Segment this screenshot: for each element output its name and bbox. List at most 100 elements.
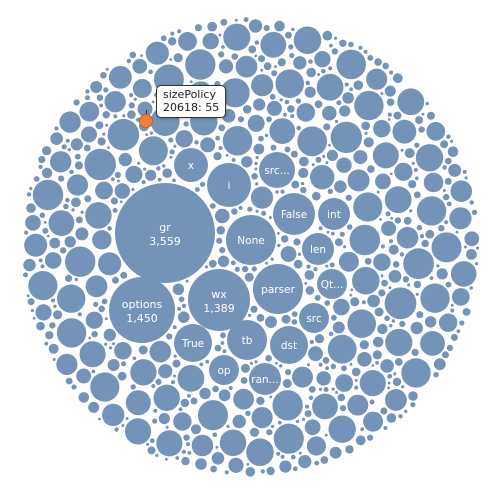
bubble[interactable] bbox=[374, 307, 384, 317]
bubble[interactable] bbox=[173, 354, 177, 358]
bubble[interactable] bbox=[459, 320, 465, 326]
bubble[interactable] bbox=[245, 467, 256, 477]
bubble[interactable] bbox=[218, 51, 225, 58]
bubble[interactable] bbox=[305, 404, 310, 409]
bubble[interactable] bbox=[450, 180, 473, 202]
bubble[interactable] bbox=[74, 153, 81, 160]
bubble[interactable] bbox=[409, 209, 413, 213]
bubble-x[interactable] bbox=[174, 148, 208, 182]
bubble[interactable] bbox=[75, 227, 89, 241]
bubble[interactable] bbox=[258, 135, 264, 142]
bubble[interactable] bbox=[152, 418, 158, 424]
bubble[interactable] bbox=[291, 311, 298, 317]
bubble[interactable] bbox=[410, 402, 416, 408]
bubble[interactable] bbox=[33, 176, 40, 182]
bubble[interactable] bbox=[283, 112, 287, 117]
bubble[interactable] bbox=[327, 188, 333, 194]
bubble[interactable] bbox=[146, 442, 150, 446]
bubble[interactable] bbox=[264, 133, 269, 138]
bubble[interactable] bbox=[245, 410, 251, 416]
bubble[interactable] bbox=[385, 211, 391, 217]
bubble[interactable] bbox=[177, 306, 182, 311]
bubble[interactable] bbox=[407, 283, 411, 287]
bubble[interactable] bbox=[276, 451, 281, 456]
bubble[interactable] bbox=[338, 251, 359, 272]
bubble[interactable] bbox=[43, 221, 47, 224]
bubble[interactable] bbox=[393, 111, 402, 120]
bubble[interactable] bbox=[246, 462, 250, 466]
bubble[interactable] bbox=[67, 148, 72, 152]
bubble[interactable] bbox=[177, 311, 190, 324]
bubble[interactable] bbox=[292, 466, 298, 472]
bubble[interactable] bbox=[130, 359, 157, 386]
bubble[interactable] bbox=[224, 470, 229, 475]
bubble[interactable] bbox=[293, 238, 301, 246]
bubble[interactable] bbox=[225, 153, 229, 157]
bubble[interactable] bbox=[311, 163, 315, 167]
bubble[interactable] bbox=[50, 151, 72, 173]
bubble[interactable] bbox=[125, 390, 151, 416]
bubble[interactable] bbox=[346, 224, 353, 230]
bubble[interactable] bbox=[204, 265, 209, 269]
bubble[interactable] bbox=[300, 186, 307, 194]
bubble[interactable] bbox=[277, 231, 280, 235]
bubble[interactable] bbox=[449, 207, 472, 230]
bubble[interactable] bbox=[329, 262, 335, 268]
bubble[interactable] bbox=[254, 360, 258, 364]
bubble[interactable] bbox=[150, 438, 155, 444]
bubble[interactable] bbox=[40, 264, 45, 269]
bubble[interactable] bbox=[114, 427, 119, 432]
bubble[interactable] bbox=[48, 343, 59, 354]
bubble-len[interactable] bbox=[302, 233, 334, 265]
bubble[interactable] bbox=[446, 201, 452, 207]
bubble[interactable] bbox=[140, 54, 144, 57]
bubble[interactable] bbox=[349, 293, 353, 297]
bubble[interactable] bbox=[325, 264, 329, 268]
bubble[interactable] bbox=[59, 247, 67, 254]
bubble[interactable] bbox=[156, 430, 183, 457]
bubble[interactable] bbox=[125, 165, 143, 183]
bubble[interactable] bbox=[322, 105, 337, 121]
bubble[interactable] bbox=[217, 255, 230, 267]
bubble[interactable] bbox=[147, 446, 156, 455]
bubble[interactable] bbox=[221, 45, 225, 49]
bubble[interactable] bbox=[26, 294, 30, 298]
bubble[interactable] bbox=[348, 41, 354, 48]
bubble[interactable] bbox=[32, 316, 36, 320]
bubble[interactable] bbox=[26, 203, 36, 213]
bubble[interactable] bbox=[431, 232, 462, 263]
bubble[interactable] bbox=[151, 384, 156, 388]
bubble[interactable] bbox=[331, 48, 338, 55]
bubble[interactable] bbox=[177, 29, 182, 34]
bubble[interactable] bbox=[331, 314, 337, 321]
bubble[interactable] bbox=[380, 274, 384, 278]
bubble[interactable] bbox=[301, 417, 306, 421]
bubble[interactable] bbox=[275, 190, 279, 194]
bubble[interactable] bbox=[74, 161, 83, 170]
bubble[interactable] bbox=[367, 55, 374, 61]
bubble[interactable] bbox=[220, 341, 225, 345]
bubble[interactable] bbox=[247, 206, 253, 212]
bubble[interactable] bbox=[271, 70, 278, 77]
bubble[interactable] bbox=[404, 148, 415, 159]
bubble[interactable] bbox=[158, 364, 173, 379]
bubble[interactable] bbox=[388, 286, 392, 290]
bubble[interactable] bbox=[418, 126, 425, 133]
bubble[interactable] bbox=[103, 328, 117, 342]
bubble[interactable] bbox=[266, 100, 282, 116]
bubble[interactable] bbox=[26, 192, 32, 197]
bubble[interactable] bbox=[380, 407, 388, 415]
bubble[interactable] bbox=[95, 181, 113, 200]
bubble[interactable] bbox=[433, 372, 439, 378]
bubble[interactable] bbox=[251, 74, 274, 97]
bubble[interactable] bbox=[349, 224, 381, 256]
bubble[interactable] bbox=[300, 181, 305, 186]
bubble[interactable] bbox=[219, 59, 234, 74]
bubble[interactable] bbox=[215, 445, 219, 449]
bubble[interactable] bbox=[464, 231, 480, 247]
bubble[interactable] bbox=[98, 305, 105, 313]
bubble[interactable] bbox=[462, 169, 467, 174]
bubble[interactable] bbox=[97, 137, 106, 146]
bubble-op[interactable] bbox=[209, 355, 239, 385]
bubble[interactable] bbox=[138, 136, 168, 166]
